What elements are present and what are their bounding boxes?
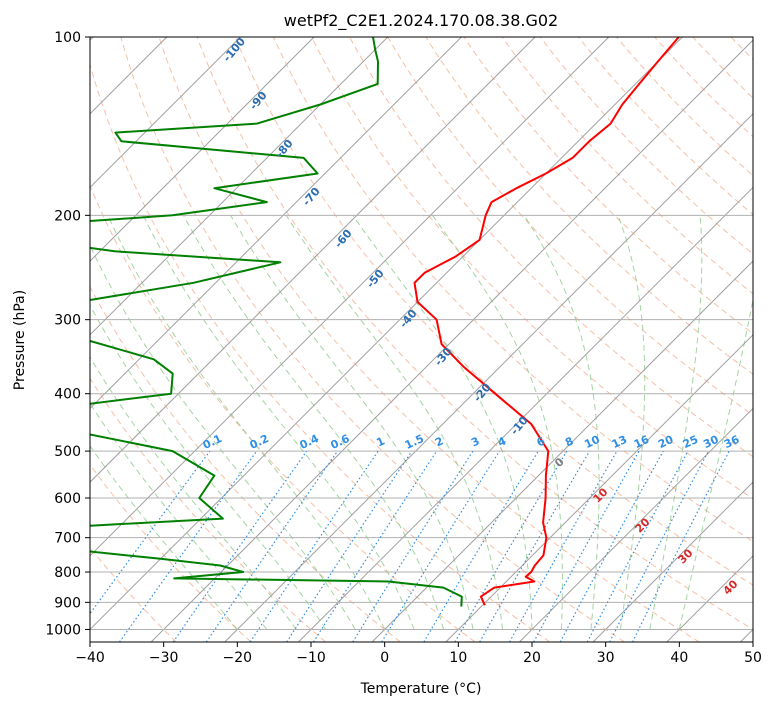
mixing-ratio-label: 13 <box>610 433 629 451</box>
isotherm-line <box>90 37 536 483</box>
mixing-ratio-line <box>119 450 258 642</box>
isotherm-line <box>150 39 753 642</box>
axis-layer: −40 −30 −20 −10 0 10 20 30 40 50 100 200 300 400 500 60… <box>45 30 762 666</box>
isotherm-line <box>224 113 753 642</box>
dewpoint-profile-line <box>90 37 463 607</box>
isotherm-line <box>298 186 753 642</box>
isotherm-line <box>90 37 683 631</box>
x-tick-label: −20 <box>223 650 253 666</box>
mixing-ratio-line <box>632 450 730 642</box>
isotherm-line <box>90 37 315 262</box>
x-tick-label: −10 <box>296 650 326 666</box>
mixing-ratio-label: 36 <box>722 433 742 451</box>
mixing-ratio-line <box>205 450 338 642</box>
mixing-ratio-line <box>286 450 413 642</box>
y-tick-label: 700 <box>54 531 81 547</box>
dry-adiabat-line <box>272 37 753 543</box>
dry-adiabat-line <box>463 37 753 335</box>
isotherm-line <box>90 37 610 557</box>
isotherm-line <box>371 260 753 642</box>
isotherm-line <box>592 481 753 642</box>
x-tick-label: 0 <box>380 650 389 666</box>
mixing-ratio-label: 16 <box>632 433 652 451</box>
dry-adiabat-line <box>311 37 753 500</box>
y-tick-label: 400 <box>54 387 81 403</box>
y-tick-label: 500 <box>54 444 81 460</box>
y-tick-label: 600 <box>54 491 81 507</box>
dry-adiabat-line <box>234 37 753 586</box>
isotherm-line <box>90 37 241 189</box>
mixing-ratio-line <box>249 450 379 642</box>
mixing-ratio-label: 10 <box>582 433 602 451</box>
y-tick-label: 900 <box>54 595 81 611</box>
mixing-ratio-line <box>312 450 438 642</box>
plot-frame <box>89 36 754 643</box>
mixing-ratio-line <box>381 450 501 642</box>
dry-adiabat-line <box>90 62 551 642</box>
mixing-ratio-line <box>533 450 640 642</box>
y-tick-label: 100 <box>54 30 81 46</box>
moist-adiabat-line <box>107 215 386 630</box>
x-tick-label: 40 <box>670 650 688 666</box>
y-tick-label: 200 <box>54 208 81 224</box>
mixing-ratio-label: 30 <box>701 433 721 451</box>
isotherm-line <box>519 407 753 642</box>
dry-adiabat-line <box>501 37 753 295</box>
y-tick-label: 300 <box>54 313 81 329</box>
mixing-ratio-line <box>90 450 211 615</box>
x-tick-label: −40 <box>75 650 105 666</box>
x-axis-label: Temperature (°C) <box>360 681 482 697</box>
x-tick-label: −30 <box>149 650 179 666</box>
mixing-ratio-line <box>509 450 618 642</box>
mixing-ratio-label: 25 <box>681 433 700 451</box>
y-tick-label: 1000 <box>45 622 81 638</box>
mixing-ratio-line <box>559 450 664 642</box>
isotherm-line <box>90 37 389 336</box>
x-tick-label: 10 <box>449 650 467 666</box>
dry-adiabat-line <box>158 37 700 642</box>
moist-adiabat-line <box>230 215 474 630</box>
dry-adiabat-line <box>90 377 327 642</box>
y-axis-label: Pressure (hPa) <box>12 290 28 390</box>
mixing-ratio-label: 20 <box>656 433 676 451</box>
grid-layer <box>90 37 753 642</box>
mixing-ratio-line <box>352 450 474 642</box>
mixing-ratio-line <box>172 450 308 642</box>
dry-adiabat-line <box>90 463 252 642</box>
isotherm-line <box>90 37 462 410</box>
x-tick-label: 20 <box>523 650 541 666</box>
series-layer <box>90 37 680 607</box>
x-tick-label: 50 <box>744 650 762 666</box>
x-tick-label: 30 <box>597 650 615 666</box>
dry-adiabat-line <box>196 37 753 630</box>
chart-title: wetPf2_C2E1.2024.170.08.38.G02 <box>284 11 558 31</box>
y-tick-label: 800 <box>54 565 81 581</box>
temperature-profile-line <box>413 37 680 606</box>
